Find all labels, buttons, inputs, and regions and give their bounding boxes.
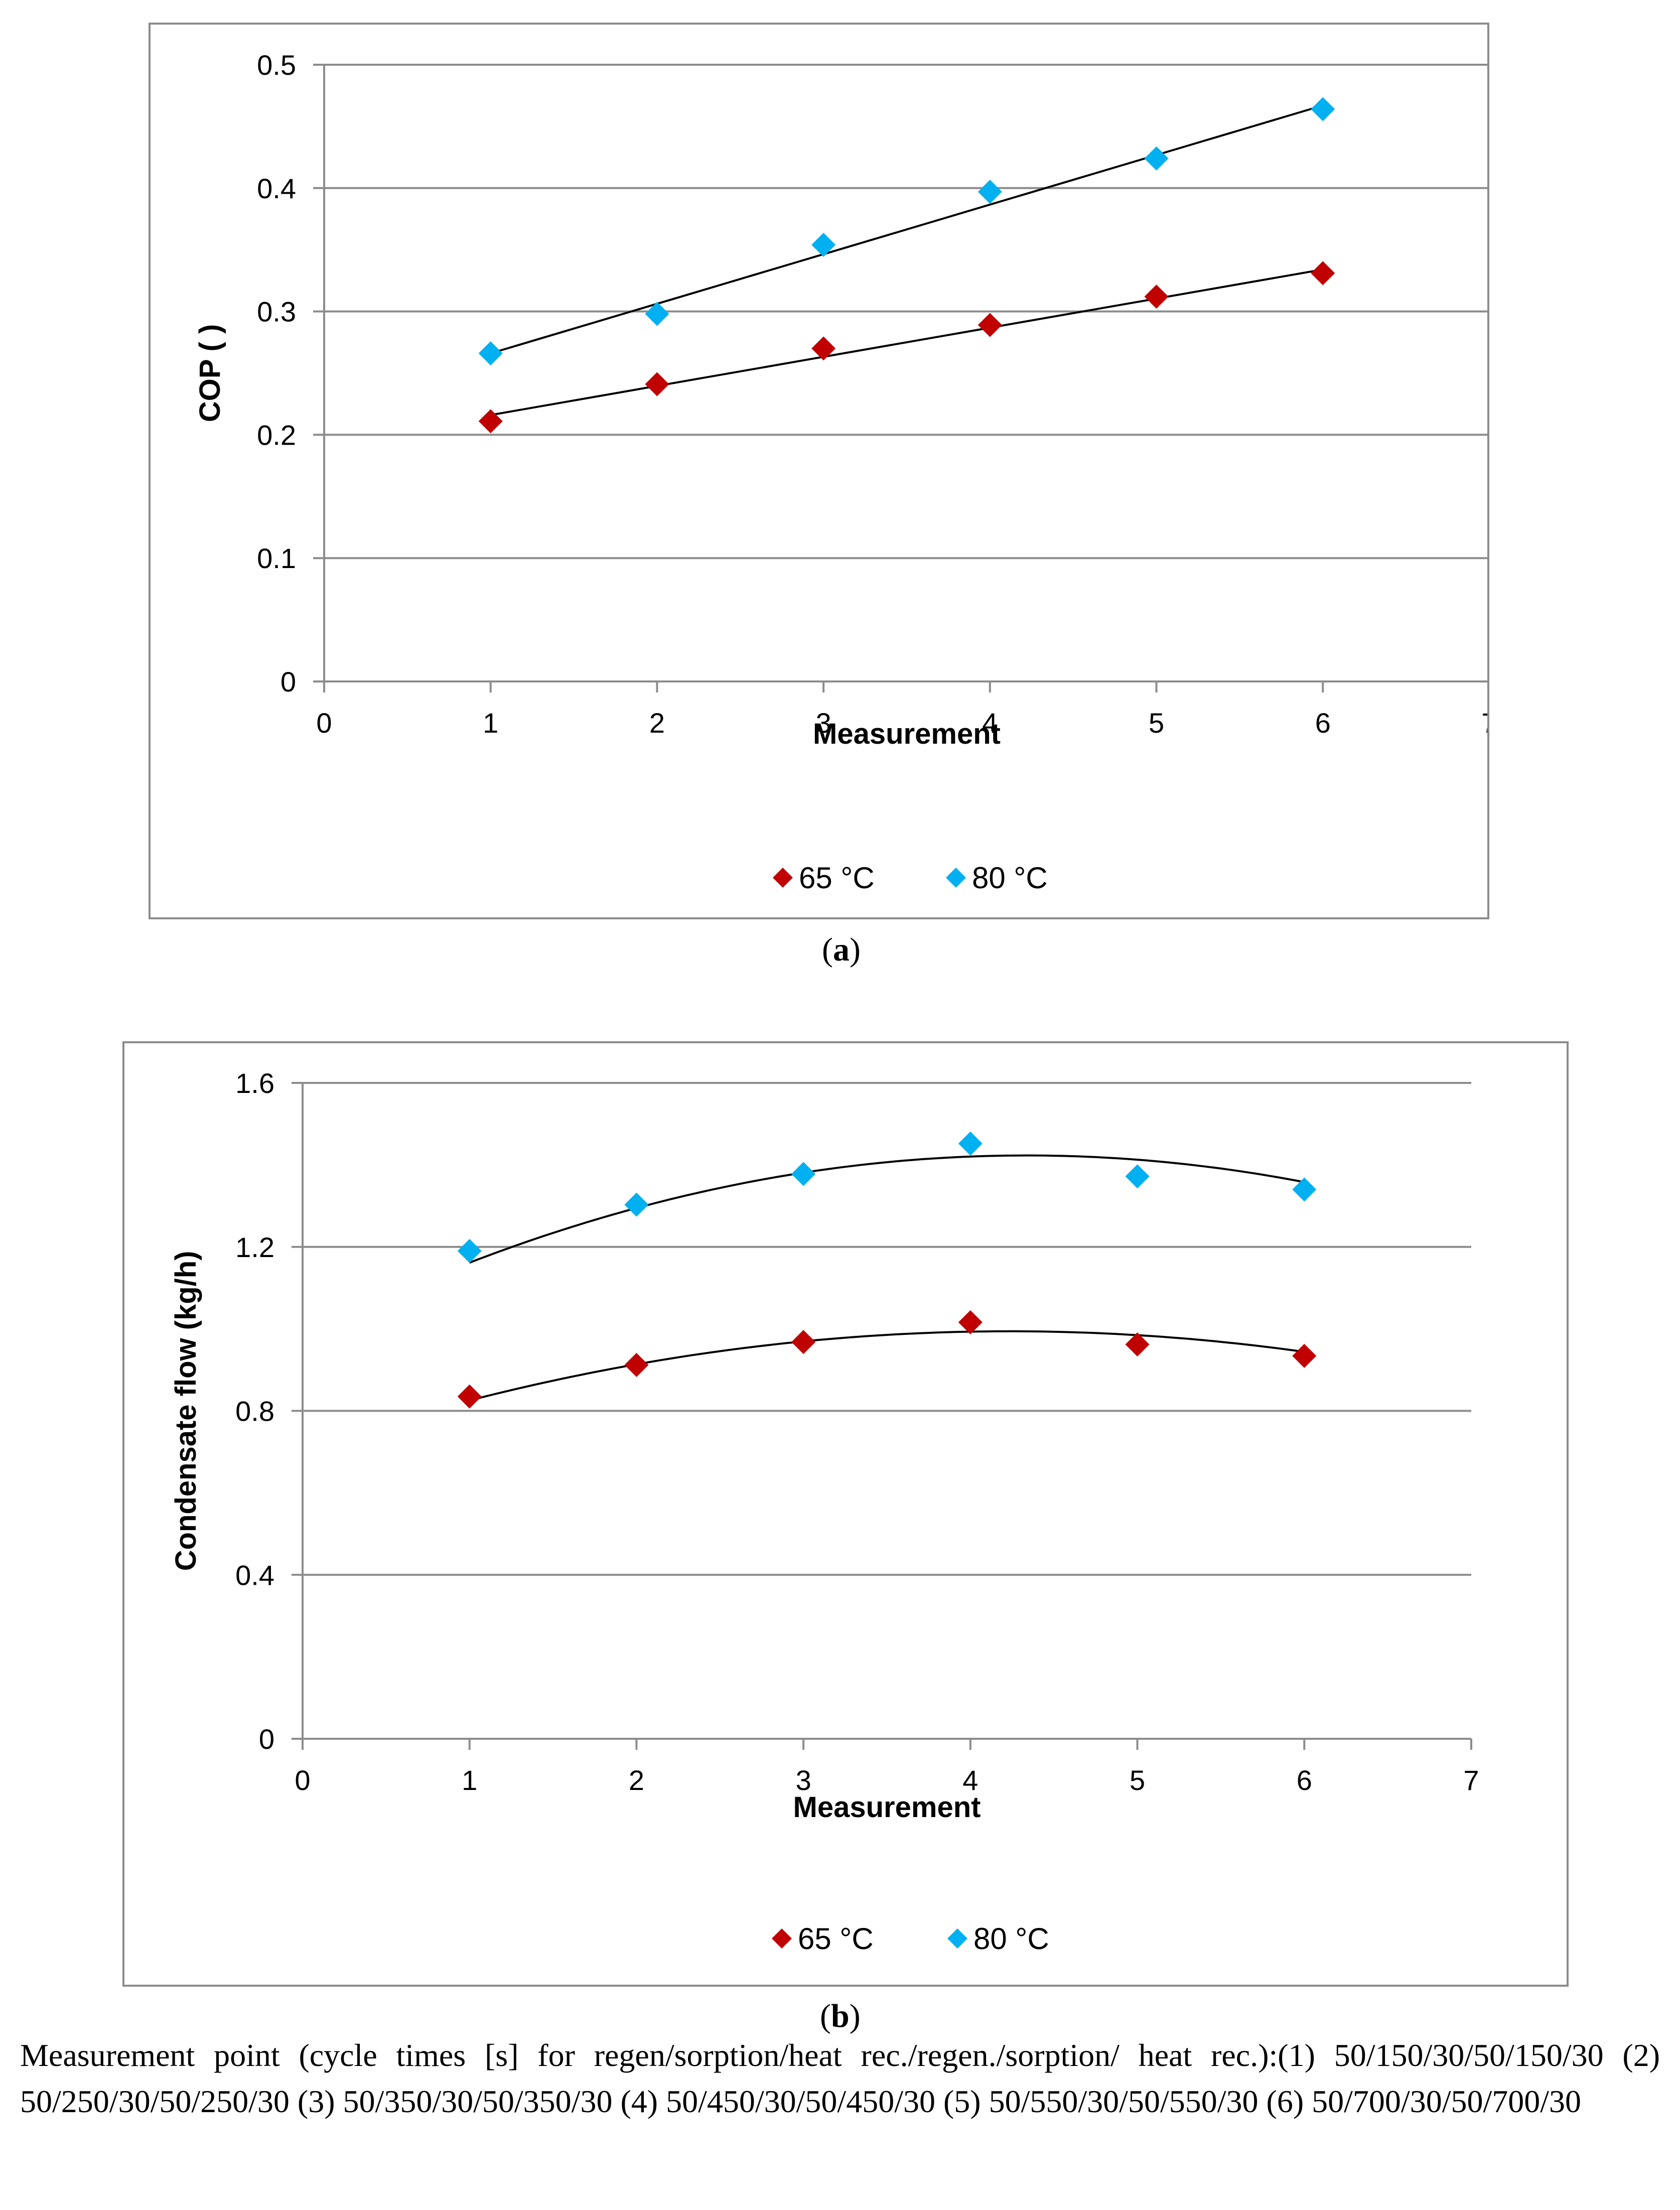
x-tick-label: 0 (316, 707, 332, 739)
data-point-series1 (1144, 285, 1169, 309)
y-axis-title: COP ( ) (194, 324, 226, 423)
trendline-series2 (469, 1154, 1305, 1264)
chart-b: 0 0.4 0.8 1.2 1.6 0 1 2 3 4 5 6 7 Measurement Condensa… (170, 1067, 1479, 1956)
data-point-series1 (791, 1330, 816, 1354)
y-tick-label: 1.6 (235, 1067, 274, 1099)
data-point-series1 (1311, 261, 1335, 286)
x-tick-label: 3 (796, 1764, 811, 1796)
data-point-series1 (977, 313, 1002, 337)
x-tick-label: 7 (1481, 707, 1487, 739)
legend-marker-series2 (946, 868, 966, 888)
data-point-series1 (457, 1384, 482, 1409)
x-tick-label: 1 (462, 1764, 477, 1796)
chart-a: 0 0.1 0.2 0.3 0.4 0.5 0 1 2 3 4 5 6 7 Measurement COP (… (194, 49, 1487, 895)
x-tick-label: 6 (1297, 1764, 1312, 1796)
x-tick-label: 4 (962, 1764, 978, 1796)
trendline-series2 (490, 104, 1323, 355)
x-tick-label: 1 (483, 707, 498, 739)
data-point-series2 (478, 341, 503, 366)
data-point-series1 (478, 409, 503, 434)
y-tick-label: 0.1 (257, 542, 296, 574)
x-axis-title: Measurement (793, 1791, 981, 1824)
legend-label-series2: 80 °C (973, 1922, 1049, 1956)
data-point-series2 (1144, 146, 1169, 171)
x-tick-label: 3 (816, 707, 831, 739)
data-point-series1 (624, 1353, 649, 1377)
chart-panel-a: 0 0.1 0.2 0.3 0.4 0.5 0 1 2 3 4 5 6 7 Measurement COP (… (149, 23, 1489, 919)
data-point-series1 (645, 372, 669, 396)
x-tick-label: 5 (1130, 1764, 1145, 1796)
y-tick-label: 0 (259, 1723, 274, 1755)
y-tick-label: 0.4 (257, 173, 296, 204)
x-tick-label: 6 (1315, 707, 1331, 739)
y-tick-label: 0.3 (257, 296, 296, 328)
y-tick-label: 0.8 (235, 1396, 274, 1427)
x-tick-label: 4 (982, 707, 998, 739)
data-point-series2 (1125, 1164, 1150, 1189)
x-tick-label: 5 (1149, 707, 1164, 739)
data-point-series2 (457, 1238, 482, 1263)
caption-a: (a) (822, 931, 861, 968)
data-point-series2 (645, 302, 669, 326)
legend-marker-series1 (772, 1928, 792, 1949)
x-tick-label: 7 (1463, 1764, 1479, 1796)
y-tick-label: 0.5 (257, 49, 296, 81)
data-point-series1 (1292, 1344, 1317, 1368)
legend-label-series1: 65 °C (798, 1922, 874, 1956)
x-tick-label: 2 (649, 707, 665, 739)
data-point-series1 (958, 1310, 983, 1335)
trendline-series1 (469, 1330, 1305, 1402)
data-point-series1 (811, 336, 836, 361)
y-tick-label: 1.2 (235, 1231, 274, 1263)
y-axis-title: Condensate flow (kg/h) (170, 1251, 202, 1571)
data-point-series2 (958, 1131, 983, 1156)
data-point-series2 (811, 232, 836, 257)
legend-label-series1: 65 °C (799, 861, 875, 895)
trendline-series1 (490, 268, 1323, 417)
data-point-series2 (791, 1162, 816, 1186)
legend-label-series2: 80 °C (972, 861, 1048, 895)
data-point-series2 (624, 1192, 649, 1217)
data-point-series2 (1292, 1177, 1317, 1202)
data-point-series2 (1311, 97, 1335, 121)
legend-marker-series2 (947, 1928, 967, 1949)
data-point-series2 (977, 180, 1002, 204)
x-tick-label: 0 (295, 1764, 310, 1796)
y-tick-label: 0 (281, 666, 296, 698)
y-tick-label: 0.2 (257, 419, 296, 451)
x-axis-title: Measurement (813, 718, 1001, 750)
y-tick-label: 0.4 (235, 1559, 274, 1591)
legend-marker-series1 (773, 868, 793, 888)
figure-footnote: Measurement point (cycle times [s] for r… (20, 2037, 1660, 2119)
data-point-series1 (1125, 1332, 1150, 1357)
chart-panel-b: 0 0.4 0.8 1.2 1.6 0 1 2 3 4 5 6 7 Measurement Condensa… (122, 1041, 1569, 1987)
x-tick-label: 2 (629, 1764, 644, 1796)
caption-b: (b) (820, 1998, 861, 2034)
